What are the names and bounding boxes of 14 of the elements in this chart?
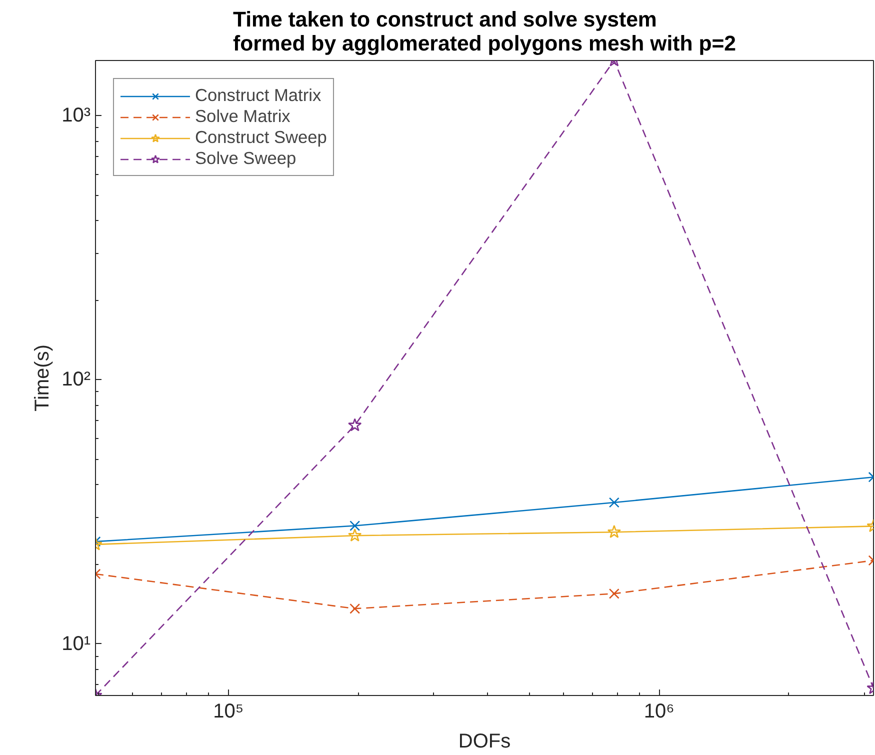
y-axis-title: Time(s) — [32, 344, 54, 412]
legend-label: Construct Matrix — [195, 85, 322, 106]
chart-title: Time taken to construct and solve system formed by agglomerated polygons mesh with p=2 — [232, 8, 736, 56]
y-tick-label: 10² — [62, 368, 91, 391]
x-tick-label: 10⁶ — [644, 700, 674, 722]
y-tick-label: 10³ — [62, 104, 91, 126]
line-series — [96, 60, 874, 696]
y-tick-label: 10¹ — [62, 632, 91, 655]
point — [348, 418, 362, 432]
x-tick-label: 10⁵ — [213, 700, 244, 722]
legend-label: Solve Sweep — [195, 148, 296, 169]
legend-label: Construct Sweep — [195, 127, 327, 148]
x-axis-title: DOFs — [458, 730, 511, 752]
legend-label: Solve Matrix — [195, 106, 290, 127]
